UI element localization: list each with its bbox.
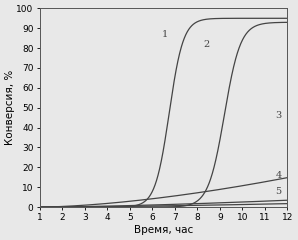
Y-axis label: Конверсия, %: Конверсия, % [5, 70, 15, 145]
Text: 5: 5 [275, 187, 282, 196]
Text: 1: 1 [162, 30, 168, 39]
Text: 2: 2 [203, 40, 209, 49]
Text: 3: 3 [275, 111, 282, 120]
X-axis label: Время, час: Время, час [134, 225, 193, 235]
Text: 4: 4 [275, 171, 282, 180]
